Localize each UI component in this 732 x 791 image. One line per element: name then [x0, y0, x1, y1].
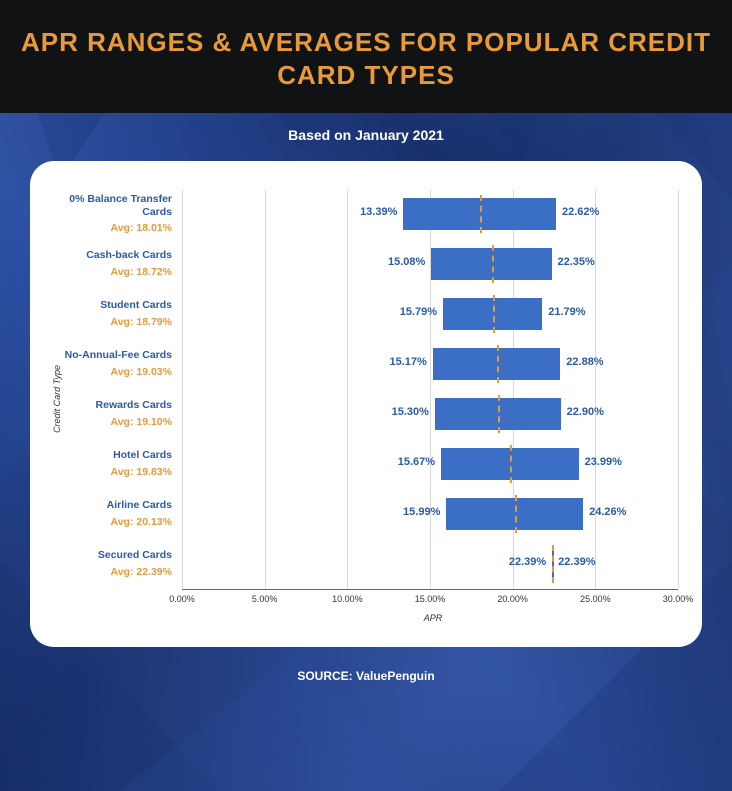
plot-area: 13.39% 22.62% 15.08% 22.35% 15.79% 21.79% 15.1…: [182, 189, 678, 609]
category-avg: Avg: 19.83%: [111, 466, 172, 479]
avg-marker: [510, 445, 512, 483]
category-name: 0% Balance Transfer Cards: [64, 193, 172, 219]
category-label: Student Cards Avg: 18.79%: [64, 289, 182, 339]
category-avg: Avg: 19.03%: [111, 366, 172, 379]
low-value-label: 15.30%: [392, 406, 435, 418]
bar-row: 22.39%22.39%: [182, 539, 678, 589]
source-credit: SOURCE: ValuePenguin: [0, 647, 732, 683]
avg-marker: [493, 295, 495, 333]
x-tick-label: 10.00%: [332, 594, 363, 604]
bar-row: 15.79% 21.79%: [182, 289, 678, 339]
category-name: Secured Cards: [98, 549, 172, 562]
category-avg: Avg: 18.72%: [111, 266, 172, 279]
page-title: APR RANGES & AVERAGES FOR POPULAR CREDIT…: [20, 26, 712, 91]
low-value-label: 13.39%: [360, 206, 403, 218]
category-name: Student Cards: [100, 299, 172, 312]
high-value-label: 24.26%: [583, 506, 626, 518]
avg-marker: [480, 195, 482, 233]
y-axis-label: Credit Card Type: [50, 365, 64, 433]
category-name: No-Annual-Fee Cards: [65, 349, 172, 362]
category-label: Airline Cards Avg: 20.13%: [64, 489, 182, 539]
high-value-label: 21.79%: [542, 306, 585, 318]
gridline: [678, 189, 679, 589]
title-band: APR RANGES & AVERAGES FOR POPULAR CREDIT…: [0, 0, 732, 113]
category-name: Hotel Cards: [113, 449, 172, 462]
bar-row: 15.99% 24.26%: [182, 489, 678, 539]
x-tick-label: 20.00%: [497, 594, 528, 604]
bar-rows: 13.39% 22.62% 15.08% 22.35% 15.79% 21.79% 15.1…: [182, 189, 678, 589]
category-name: Airline Cards: [107, 499, 172, 512]
low-value-label: 22.39%: [509, 556, 552, 568]
category-avg: Avg: 19.10%: [111, 416, 172, 429]
category-name: Rewards Cards: [96, 399, 172, 412]
avg-marker: [497, 345, 499, 383]
avg-marker: [498, 395, 500, 433]
category-avg: Avg: 20.13%: [111, 516, 172, 529]
high-value-label: 22.90%: [561, 406, 604, 418]
x-tick-label: 0.00%: [169, 594, 195, 604]
category-label: 0% Balance Transfer Cards Avg: 18.01%: [64, 189, 182, 239]
low-value-label: 15.08%: [388, 256, 431, 268]
bar-row: 13.39% 22.62%: [182, 189, 678, 239]
x-tick-label: 25.00%: [580, 594, 611, 604]
low-value-label: 15.79%: [400, 306, 443, 318]
high-value-label: 22.35%: [552, 256, 595, 268]
category-label: Cash-back Cards Avg: 18.72%: [64, 239, 182, 289]
range-bar-chart: Credit Card Type 0% Balance Transfer Car…: [50, 189, 678, 609]
category-label: Rewards Cards Avg: 19.10%: [64, 389, 182, 439]
bar-row: 15.30% 22.90%: [182, 389, 678, 439]
bar-row: 15.17% 22.88%: [182, 339, 678, 389]
y-axis-categories: 0% Balance Transfer Cards Avg: 18.01% Cash…: [64, 189, 182, 609]
category-avg: Avg: 18.01%: [111, 222, 172, 235]
high-value-label: 22.88%: [560, 356, 603, 368]
low-value-label: 15.17%: [389, 356, 432, 368]
x-axis: 0.00%5.00%10.00%15.00%20.00%25.00%30.00%: [182, 589, 678, 609]
high-value-label: 23.99%: [579, 456, 622, 468]
high-value-label: 22.62%: [556, 206, 599, 218]
x-tick-label: 5.00%: [252, 594, 278, 604]
category-label: Secured Cards Avg: 22.39%: [64, 539, 182, 589]
category-avg: Avg: 18.79%: [111, 316, 172, 329]
subtitle: Based on January 2021: [0, 113, 732, 155]
x-tick-label: 15.00%: [415, 594, 446, 604]
category-label: Hotel Cards Avg: 19.83%: [64, 439, 182, 489]
category-name: Cash-back Cards: [86, 249, 172, 262]
x-axis-label: APR: [188, 613, 678, 623]
low-value-label: 15.99%: [403, 506, 446, 518]
avg-marker: [515, 495, 517, 533]
category-avg: Avg: 22.39%: [111, 566, 172, 579]
avg-marker: [492, 245, 494, 283]
high-value-label: 22.39%: [552, 556, 595, 568]
bar-row: 15.67% 23.99%: [182, 439, 678, 489]
bar-row: 15.08% 22.35%: [182, 239, 678, 289]
low-value-label: 15.67%: [398, 456, 441, 468]
x-tick-label: 30.00%: [663, 594, 694, 604]
chart-card: Credit Card Type 0% Balance Transfer Car…: [30, 161, 702, 647]
category-label: No-Annual-Fee Cards Avg: 19.03%: [64, 339, 182, 389]
